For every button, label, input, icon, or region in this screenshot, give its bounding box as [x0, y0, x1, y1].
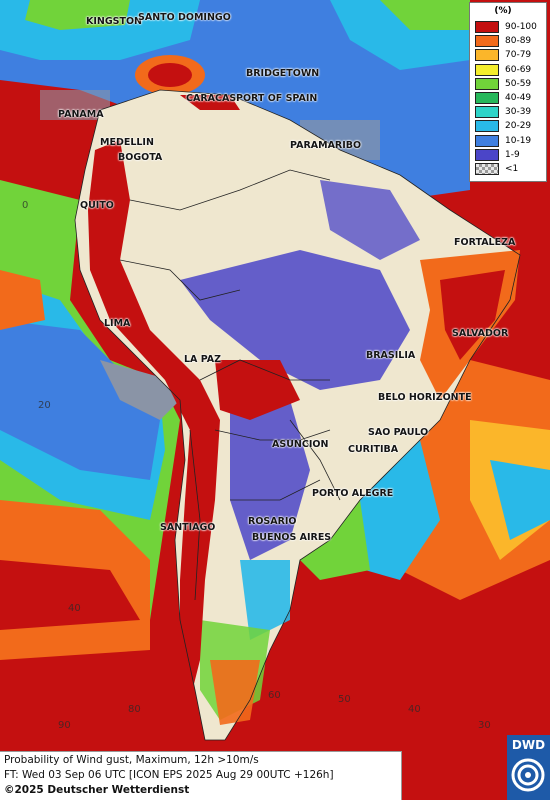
legend-label: 1-9 [505, 149, 520, 160]
city-label: BOGOTA [118, 152, 163, 163]
grid-label-lon-30: 30 [478, 720, 491, 731]
city-label: PARAMARIBO [290, 140, 362, 151]
legend-swatch [475, 92, 499, 104]
legend-label: 50-59 [505, 78, 532, 89]
band-caribbean-green [25, 0, 130, 30]
legend-label: 10-19 [505, 135, 532, 146]
city-label: CURITIBA [348, 444, 399, 455]
city-label: CARACAS [186, 93, 237, 104]
legend-swatch [475, 134, 499, 147]
grid-label-lat-0: 0 [22, 200, 29, 211]
city-label: BUENOS AIRES [252, 532, 332, 543]
grid-label-lon-90: 90 [58, 720, 71, 731]
band-south-pacific-red [0, 560, 140, 630]
legend-swatch [475, 21, 499, 33]
legend-title: (%) [494, 6, 512, 16]
legend-label: 30-39 [505, 107, 532, 118]
city-label: SAO PAULO [368, 427, 429, 438]
legend-label: 90-100 [505, 22, 537, 32]
city-label: PANAMA [58, 109, 104, 120]
legend-label: 20-29 [505, 121, 532, 132]
legend-swatch [475, 63, 499, 76]
map-caption: Probability of Wind gust, Maximum, 12h >… [0, 751, 402, 800]
city-label: PORT OF SPAIN [236, 93, 318, 104]
band-atlantic-green [380, 0, 470, 30]
city-label: BELO HORIZONTE [378, 392, 472, 403]
dwd-logo-text: DWD [511, 738, 546, 752]
dwd-logo: DWD [507, 735, 550, 800]
inland-orange-patagonia [210, 660, 260, 725]
andes-ridge-red [88, 140, 220, 700]
grid-label-lon-50: 50 [338, 694, 351, 705]
legend-swatch [475, 163, 499, 175]
inland-purple-zone [180, 250, 410, 390]
city-label: LA PAZ [184, 354, 222, 365]
legend-swatch [475, 35, 499, 48]
inland-purple-north [320, 180, 420, 260]
grid-label-lon-40: 40 [408, 704, 421, 715]
city-label: QUITO [80, 200, 114, 211]
legend-label: 40-49 [505, 93, 532, 103]
grid-label-lon-60: 60 [268, 690, 281, 701]
blob-caribbean-red [148, 63, 192, 87]
grid-label-lat-20: 20 [38, 400, 51, 411]
band-pacific-blue [0, 320, 160, 480]
band-atlantic-cyan-east [490, 460, 550, 540]
legend-label: 80-89 [505, 36, 532, 47]
gray-area-pacific [100, 360, 180, 420]
inland-cyan-pampas [240, 560, 290, 640]
city-label: PORTO ALEGRE [312, 488, 394, 499]
caption-copyright: ©2025 Deutscher Wetterdienst [4, 784, 190, 796]
gray-area-panama [40, 90, 110, 120]
grid-label-lon-80: 80 [128, 704, 141, 715]
dwd-swirl-icon [511, 758, 545, 792]
city-label: BRIDGETOWN [246, 68, 320, 79]
legend-swatch [475, 106, 499, 119]
altiplano-red [215, 360, 300, 420]
caption-forecast-time: FT: Wed 03 Sep 06 UTC [ICON EPS 2025 Aug… [4, 769, 334, 781]
legend-label: <1 [505, 164, 519, 174]
legend-label: 60-69 [505, 64, 532, 75]
legend-label: 70-79 [505, 50, 532, 61]
legend-swatch [475, 120, 499, 133]
caption-product: Probability of Wind gust, Maximum, 12h >… [4, 754, 259, 766]
city-label: SANTIAGO [160, 522, 216, 533]
caribbean-coast-red [180, 95, 240, 110]
coast-red-east [440, 270, 505, 360]
city-label: FORTALEZA [454, 237, 516, 248]
legend-swatch [475, 49, 499, 62]
city-label: KINGSTON [86, 16, 142, 27]
map-legend: (%) 90-100 80-89 70-79 60-69 50-59 40-49 30-39… [469, 2, 547, 182]
blob-pacific-orange [0, 270, 45, 330]
city-label: BRASILIA [366, 350, 416, 361]
city-label: SANTO DOMINGO [138, 12, 231, 23]
city-label: SALVADOR [452, 328, 509, 339]
city-label: MEDELLIN [100, 137, 154, 148]
legend-swatch [475, 148, 499, 161]
legend-swatch [475, 77, 499, 90]
city-label: ASUNCION [272, 439, 329, 450]
city-label: ROSARIO [248, 516, 297, 527]
grid-label-lat-40: 40 [68, 603, 81, 614]
city-label: LIMA [104, 318, 131, 329]
country-borders [74, 89, 521, 741]
